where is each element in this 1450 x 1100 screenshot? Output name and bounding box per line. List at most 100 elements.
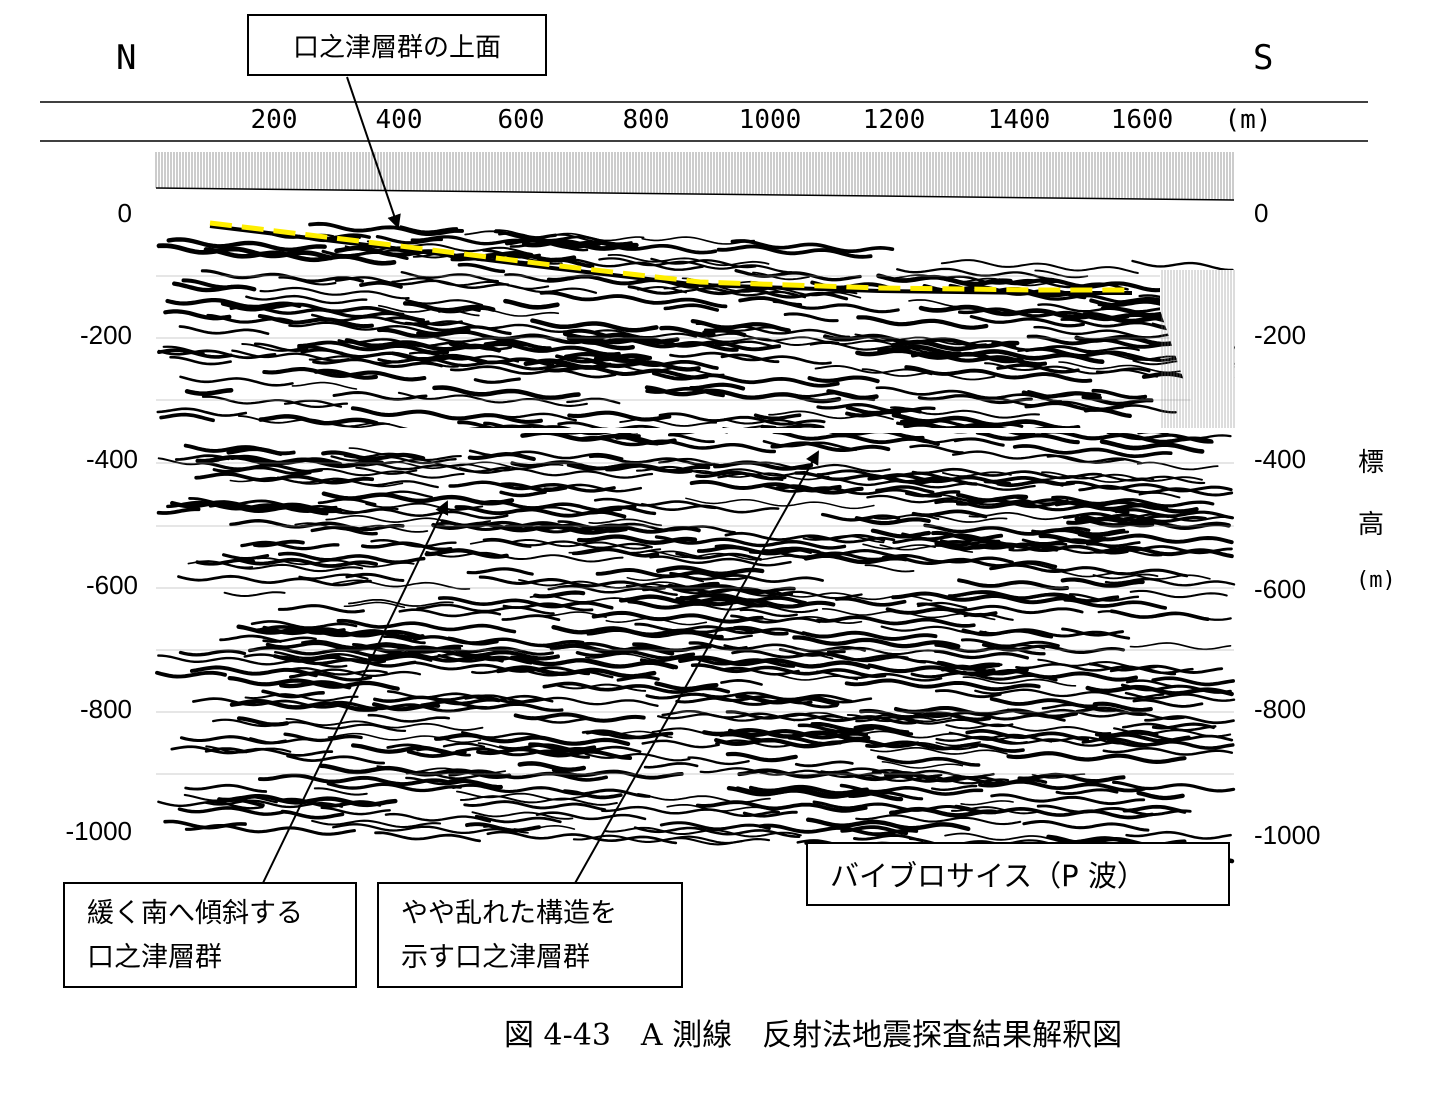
reflector-event — [753, 413, 802, 421]
reflector-event — [459, 795, 618, 806]
reflector-event — [294, 522, 429, 533]
reflector-event — [568, 548, 703, 558]
reflector-event — [498, 412, 577, 422]
reflector-event — [940, 664, 1029, 676]
reflector-event — [968, 512, 1099, 521]
reflector-event — [702, 328, 747, 338]
reflector-event — [1125, 679, 1177, 688]
reflector-event — [975, 430, 1080, 445]
panel-gap — [156, 428, 1234, 433]
reflector-event — [399, 225, 459, 234]
reflector-event — [332, 823, 507, 835]
reflector-event — [332, 421, 391, 429]
y-left-tick-m600: -600 — [85, 570, 138, 600]
reflector-event — [156, 507, 201, 515]
reflector-event — [1075, 706, 1147, 716]
reflector-event — [917, 601, 968, 609]
reflector-event — [376, 765, 507, 776]
south-label: S — [1253, 38, 1274, 78]
reflector-event — [245, 294, 368, 305]
reflector-event — [1104, 577, 1236, 587]
reflector-event — [454, 505, 627, 519]
reflector-event — [1027, 389, 1102, 398]
reflector-event — [820, 512, 901, 522]
reflector-event — [727, 728, 869, 740]
reflector-event — [274, 651, 433, 662]
reflector-event — [329, 508, 509, 520]
reflector-event — [1132, 698, 1204, 708]
reflector-event — [748, 784, 869, 796]
reflector-event — [277, 604, 365, 614]
reflector-event — [826, 389, 879, 401]
reflector-event — [989, 696, 1098, 709]
reflector-event — [685, 626, 753, 634]
elevation-label-unit: (m) — [1356, 568, 1396, 593]
reflector-event — [192, 697, 347, 709]
method-label-box: バイブロサイス（P 波） — [806, 842, 1230, 906]
reflector-event — [204, 747, 248, 754]
reflector-event — [1136, 461, 1219, 471]
reflector-event — [1136, 790, 1185, 801]
reflector-event — [471, 667, 614, 679]
reflector-event — [591, 610, 764, 624]
reflector-event — [812, 800, 980, 814]
reflector-event — [763, 484, 943, 498]
reflector-event — [172, 281, 257, 293]
reflector-event — [253, 342, 309, 352]
reflector-event — [960, 800, 1014, 806]
left-callout-line-2: 口之津層群 — [87, 942, 222, 973]
reflector-event — [1026, 334, 1187, 349]
left-callout-arrow — [261, 500, 449, 886]
reflector-event — [990, 793, 1146, 806]
reflector-event — [159, 412, 215, 423]
reflector-event — [816, 402, 936, 414]
reflector-event — [730, 239, 895, 254]
reflector-event — [815, 615, 976, 628]
reflector-event — [448, 480, 616, 493]
reflector-event — [1073, 346, 1140, 353]
reflector-event — [660, 571, 748, 581]
reflector-event — [386, 743, 446, 753]
reflector-event — [1017, 772, 1126, 784]
reflector-event — [313, 787, 368, 796]
reflector-event — [640, 502, 780, 514]
reflector-event — [685, 497, 875, 510]
reflector-event — [934, 643, 1046, 656]
reflector-event — [199, 461, 323, 473]
y-right-tick-m400: -400 — [1254, 444, 1307, 474]
reflector-event — [330, 455, 457, 465]
reflector-event — [1092, 573, 1159, 580]
reflector-event — [783, 312, 839, 323]
reflector-event — [960, 638, 1060, 648]
reflector-event — [933, 515, 1008, 523]
reflector-event — [326, 782, 462, 793]
reflector-event — [848, 791, 924, 801]
reflector-event — [1022, 819, 1150, 832]
reflector-event — [229, 698, 379, 713]
reflector-event — [701, 727, 871, 742]
reflector-event — [377, 357, 577, 371]
reflector-event — [566, 463, 618, 471]
reflector-event — [544, 365, 709, 380]
reflector-event — [1085, 684, 1234, 697]
reflector-event — [1142, 732, 1234, 742]
reflector-event — [265, 641, 462, 654]
reflector-event — [902, 709, 1066, 722]
reflector-event — [286, 754, 386, 765]
reflector-event — [891, 591, 1080, 605]
reflector-event — [877, 344, 962, 357]
reflector-event — [227, 675, 400, 691]
reflector-event — [714, 544, 898, 558]
reflector-event — [482, 537, 653, 549]
reflector-event — [1129, 589, 1228, 599]
reflector-event — [956, 492, 1029, 503]
reflector-event — [177, 806, 286, 816]
reflector-event — [1112, 780, 1236, 793]
reflector-event — [1122, 804, 1187, 814]
reflector-event — [984, 362, 1159, 378]
reflector-event — [373, 695, 501, 706]
reflector-event — [951, 450, 1143, 465]
reflector-event — [1041, 471, 1203, 482]
reflector-event — [481, 499, 637, 513]
reflector-event — [645, 692, 813, 705]
